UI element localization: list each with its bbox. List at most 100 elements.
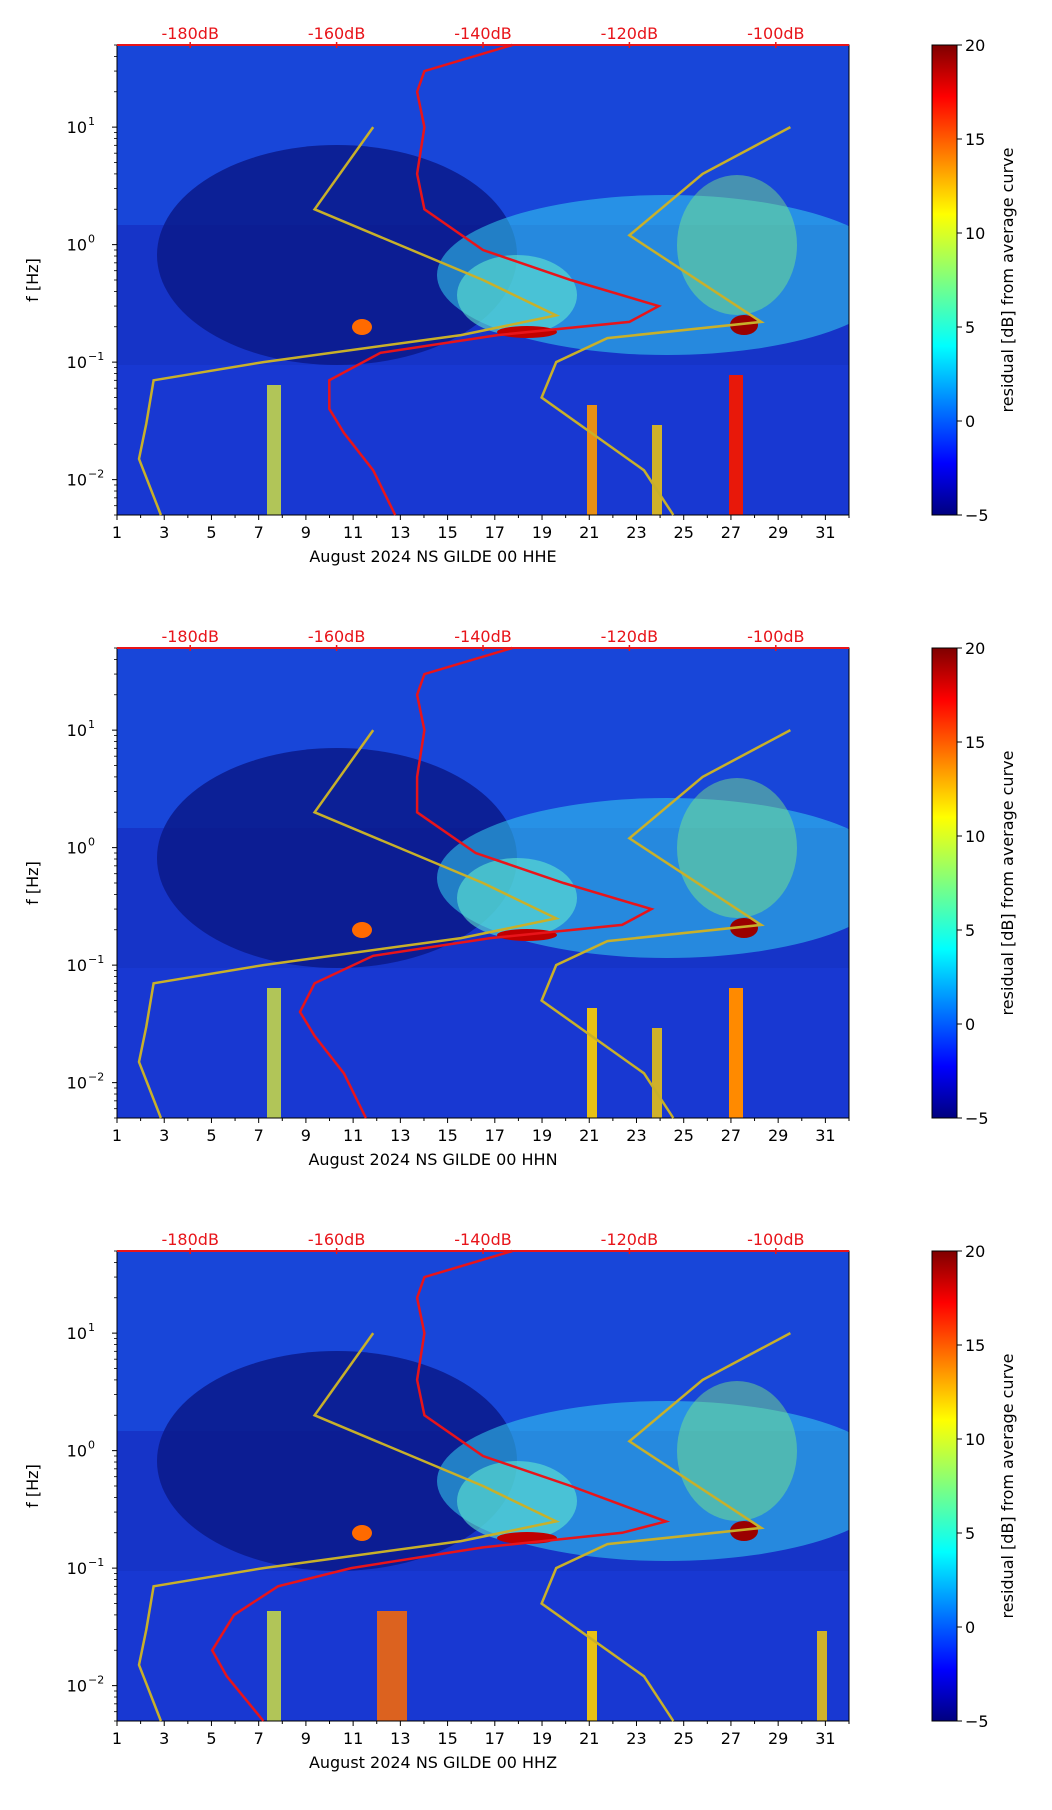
db-tick-label: -120dB [601,24,658,43]
x-tick-label: 21 [579,523,599,542]
x-tick-label: 19 [532,1729,552,1748]
quiet-region [157,748,517,968]
db-tick-label: -140dB [454,627,511,646]
x-tick-label: 15 [437,523,457,542]
y-tick-exponent: 0 [88,836,95,849]
x-tick-label: 1 [112,523,122,542]
colorbar-tick-label: −5 [965,1712,989,1731]
low-frequency-streak [267,1611,281,1721]
median-psd-curve [328,43,662,516]
low-frequency-band [117,968,849,1118]
x-tick-label: 17 [485,1126,505,1145]
x-tick-label: 31 [815,1729,835,1748]
microseism-patch [457,1461,577,1541]
low-frequency-streak [267,385,281,515]
x-tick-label: 25 [674,1126,694,1145]
y-tick-exponent: 0 [88,233,95,246]
x-tick-label: 23 [626,1729,646,1748]
colorbar-tick-label: 15 [965,1336,985,1355]
high-noise-model-curve [540,125,791,516]
y-tick-exponent: 1 [88,1321,95,1334]
y-axis-label: f [Hz] [23,1464,42,1508]
microseism-patch [677,778,797,918]
x-tick-label: 9 [301,1729,311,1748]
y-tick-label: 10 [67,956,87,975]
low-frequency-streak [377,1611,407,1721]
colorbar-tick-label: 15 [965,733,985,752]
y-tick-label: 10 [67,471,87,490]
x-tick-label: 27 [721,1126,741,1145]
microseism-patch [677,1381,797,1521]
db-tick-label: -100dB [747,24,804,43]
y-tick-label: 10 [67,1677,87,1696]
y-tick-exponent: −2 [88,1674,104,1687]
spectrogram-area [117,45,849,515]
x-tick-label: 25 [674,523,694,542]
colorbar-tick-label: 0 [965,412,975,431]
y-tick-exponent: −2 [88,1071,104,1084]
x-tick-label: 5 [206,523,216,542]
db-tick-label: -140dB [454,1230,511,1249]
colorbar-tick-label: 20 [965,639,985,658]
db-tick-label: -160dB [308,1230,365,1249]
low-frequency-streak [817,1631,827,1721]
colorbar-tick-label: 15 [965,130,985,149]
y-tick-label: 10 [67,353,87,372]
low-noise-model-curve [137,126,561,516]
low-frequency-band [117,1571,849,1721]
y-tick-exponent: 1 [88,718,95,731]
x-tick-label: 31 [815,1126,835,1145]
quiet-region [157,1351,517,1571]
y-tick-label: 10 [67,1559,87,1578]
high-noise-model-curve [540,728,791,1119]
x-tick-label: 11 [343,523,363,542]
colorbar [931,647,958,1119]
y-tick-exponent: −1 [88,953,104,966]
low-frequency-streak [729,375,743,515]
x-tick-label: 21 [579,1126,599,1145]
db-tick-label: -100dB [747,627,804,646]
colorbar-tick-label: 0 [965,1618,975,1637]
x-tick-label: 21 [579,1729,599,1748]
low-frequency-streak [729,988,743,1118]
x-tick-label: 29 [768,1126,788,1145]
x-tick-label: 31 [815,523,835,542]
microseism-patch [677,175,797,315]
db-tick-label: -180dB [161,1230,218,1249]
y-tick-label: 10 [67,236,87,255]
colorbar-tick-label: 0 [965,1015,975,1034]
median-psd-curve [298,646,655,1119]
x-tick-label: 15 [437,1126,457,1145]
db-tick-label: -180dB [161,24,218,43]
low-noise-model-curve [137,729,561,1119]
x-tick-label: 11 [343,1126,363,1145]
x-tick-label: 3 [159,1126,169,1145]
db-tick-label: -180dB [161,627,218,646]
low-frequency-streak [587,1008,597,1118]
low-noise-model-curve [137,1332,561,1722]
y-tick-exponent: −2 [88,468,104,481]
x-tick-label: 1 [112,1126,122,1145]
colorbar-tick-label: 10 [965,827,985,846]
colorbar-label: residual [dB] from average curve [998,1354,1017,1619]
colorbar-tick-label: 20 [965,1242,985,1261]
db-tick-label: -140dB [454,24,511,43]
db-tick-label: -160dB [308,24,365,43]
x-tick-label: 9 [301,523,311,542]
colorbar-tick-label: −5 [965,1109,989,1128]
x-tick-label: 7 [254,1729,264,1748]
x-axis-label: August 2024 NS GILDE 00 HHN [308,1150,557,1169]
hotspot [730,918,758,938]
median-psd-curve [210,1249,671,1722]
x-tick-label: 29 [768,1729,788,1748]
colorbar-label: residual [dB] from average curve [998,148,1017,413]
x-tick-label: 13 [390,523,410,542]
x-axis-label: August 2024 NS GILDE 00 HHE [309,547,556,566]
x-tick-label: 5 [206,1729,216,1748]
x-tick-label: 13 [390,1126,410,1145]
